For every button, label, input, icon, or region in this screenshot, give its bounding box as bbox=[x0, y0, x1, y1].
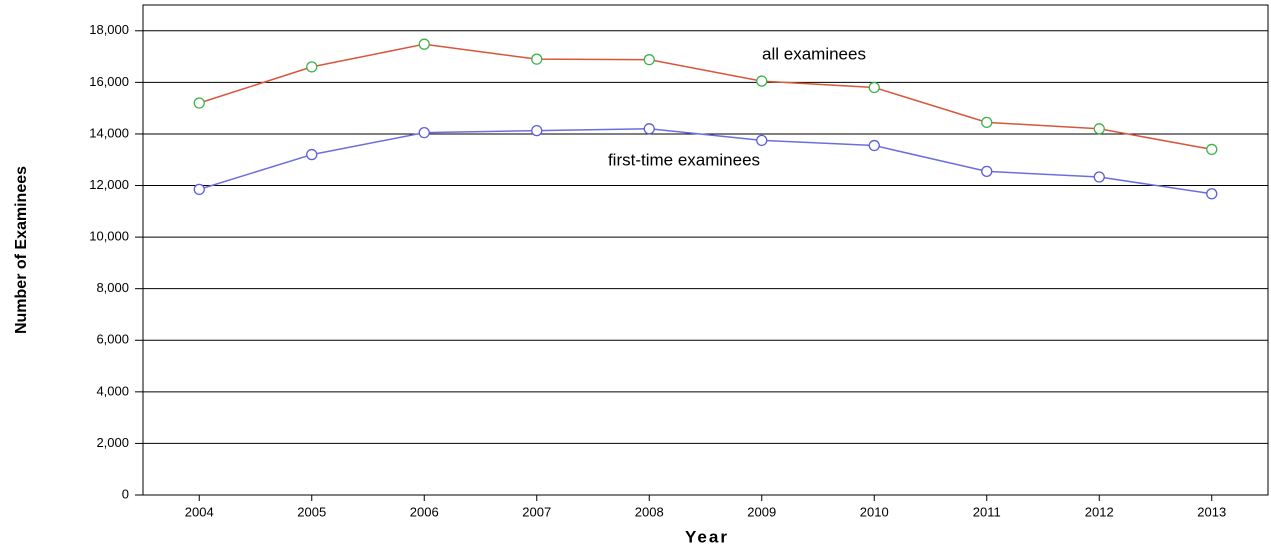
series-line bbox=[199, 43, 1212, 151]
data-point bbox=[531, 53, 543, 65]
x-tick-label: 2009 bbox=[747, 504, 776, 519]
y-tick-label: 4,000 bbox=[96, 383, 129, 398]
y-tick-label: 18,000 bbox=[89, 22, 129, 37]
x-tick-label: 2007 bbox=[522, 504, 551, 519]
series-annotation: all examinees bbox=[762, 44, 866, 63]
x-tick-label: 2010 bbox=[860, 504, 889, 519]
data-point bbox=[306, 148, 318, 161]
data-point bbox=[418, 38, 430, 50]
data-point bbox=[981, 116, 993, 128]
data-point bbox=[981, 165, 993, 177]
x-tick-label: 2011 bbox=[973, 504, 1001, 519]
data-point bbox=[756, 134, 768, 147]
data-point bbox=[306, 61, 318, 73]
x-tick-label: 2005 bbox=[297, 504, 326, 519]
y-tick-label: 2,000 bbox=[96, 435, 129, 450]
data-point bbox=[1093, 171, 1105, 183]
y-axis-label: Number of Examinees bbox=[13, 166, 30, 334]
data-point bbox=[643, 123, 655, 135]
y-tick-label: 6,000 bbox=[96, 332, 129, 347]
data-point bbox=[193, 183, 205, 196]
data-point bbox=[756, 75, 768, 87]
data-point bbox=[643, 54, 655, 66]
y-tick-label: 12,000 bbox=[89, 177, 129, 192]
y-tick-label: 14,000 bbox=[89, 125, 129, 140]
x-tick-label: 2008 bbox=[635, 504, 664, 519]
series-line bbox=[199, 128, 1212, 195]
x-tick-label: 2012 bbox=[1085, 504, 1114, 519]
data-point bbox=[418, 127, 430, 139]
x-tick-label: 2013 bbox=[1197, 504, 1226, 519]
x-tick-label: 2004 bbox=[185, 504, 214, 519]
data-point bbox=[193, 97, 205, 109]
series-annotation: first-time examinees bbox=[608, 150, 760, 169]
data-point bbox=[531, 124, 543, 137]
data-point bbox=[1093, 123, 1105, 135]
data-point bbox=[1206, 143, 1218, 156]
x-axis-label: Year bbox=[685, 527, 729, 546]
y-tick-label: 0 bbox=[122, 486, 129, 501]
data-point bbox=[868, 139, 880, 152]
data-point bbox=[868, 81, 880, 94]
x-tick-label: 2006 bbox=[410, 504, 439, 519]
y-tick-label: 10,000 bbox=[89, 229, 129, 244]
data-point bbox=[1206, 188, 1218, 200]
plot-frame bbox=[142, 4, 1269, 496]
y-tick-label: 8,000 bbox=[96, 280, 129, 295]
y-tick-label: 16,000 bbox=[89, 74, 129, 89]
